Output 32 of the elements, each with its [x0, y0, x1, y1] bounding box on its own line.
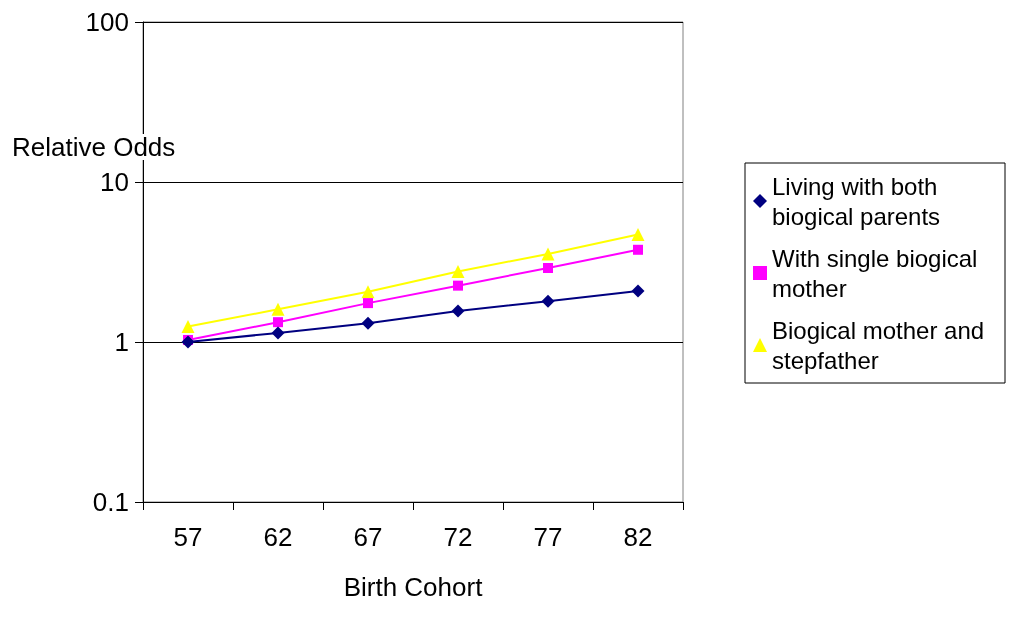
x-tick-label: 57 [173, 522, 203, 552]
point [451, 304, 465, 318]
point [633, 244, 643, 255]
point [541, 247, 555, 261]
y-tick-label: 10 [100, 167, 129, 197]
legend-label: With single biogical mother [772, 244, 985, 302]
x-tick-label: 77 [533, 522, 563, 552]
x-tick-label: 72 [443, 522, 473, 552]
point [271, 302, 285, 316]
y-tick-label: 1 [114, 327, 129, 357]
point [273, 317, 283, 328]
point [271, 326, 285, 340]
point [181, 319, 195, 333]
point [361, 285, 375, 299]
point [631, 227, 645, 241]
y-tick-label: 0.1 [92, 487, 129, 517]
point [363, 298, 373, 309]
legend-label: Biogical mother and stepfather [772, 316, 991, 374]
point [361, 316, 375, 330]
y-axis-title: Relative Odds [12, 132, 176, 162]
x-tick-label: 62 [263, 522, 293, 552]
legend-label: Living with both biogical parents [772, 172, 945, 230]
x-tick-label: 67 [353, 522, 383, 552]
x-tick-label: 82 [623, 522, 653, 552]
x-axis-title: Birth Cohort [343, 572, 484, 602]
point [181, 335, 195, 349]
point [451, 264, 465, 278]
point [453, 280, 463, 291]
point [541, 294, 555, 308]
y-tick-label: 100 [85, 7, 129, 37]
point [543, 263, 553, 274]
point [631, 284, 645, 298]
